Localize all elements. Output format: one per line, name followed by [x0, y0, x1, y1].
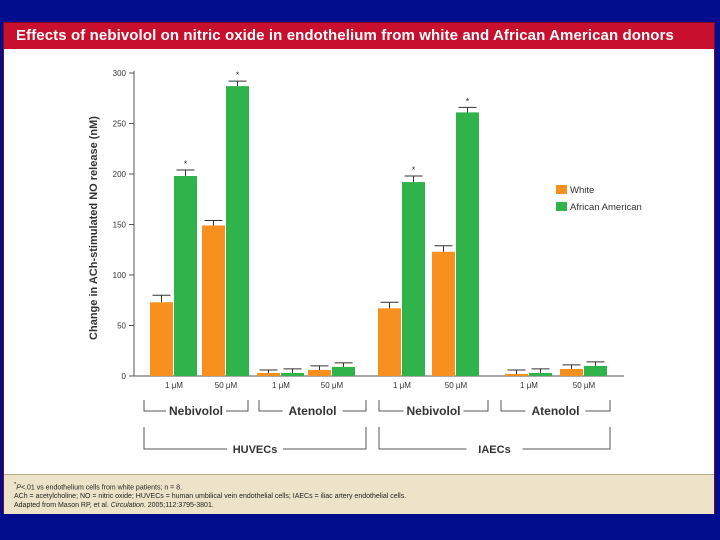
- y-tick-label: 150: [113, 221, 127, 230]
- cell-group-label: IAECs: [478, 444, 510, 456]
- bar-white: [432, 251, 455, 376]
- significance-asterisk: *: [184, 159, 188, 169]
- bar-chart: Change in ACh-stimulated NO release (nM)…: [88, 69, 642, 456]
- drug-group-label: Nebivolol: [406, 404, 460, 418]
- bar-african-american: [584, 365, 607, 376]
- y-tick-label: 50: [117, 322, 126, 331]
- drug-group-label: Nebivolol: [169, 404, 223, 418]
- source-rest: . 2005;112:3795-3801.: [143, 502, 214, 510]
- bar-white: [257, 372, 280, 376]
- footnote-p-text: <.01 vs endothelium cells from white pat…: [20, 484, 183, 492]
- drug-group-label-bg: [525, 403, 586, 417]
- x-tick-label: 1 μM: [165, 381, 183, 390]
- bar-african-american: [281, 372, 304, 376]
- drug-group-label-bg: [166, 403, 226, 417]
- source-journal: Circulation: [110, 502, 144, 510]
- footnote-significance: *P<.01 vs endothelium cells from white p…: [14, 481, 714, 492]
- x-tick-label: 50 μM: [321, 381, 344, 390]
- significance-asterisk: *: [236, 70, 240, 80]
- x-tick-label: 50 μM: [573, 381, 596, 390]
- x-tick-label: 50 μM: [215, 381, 238, 390]
- significance-asterisk: *: [466, 96, 470, 106]
- legend-swatch-white: [556, 185, 567, 194]
- x-tick-label: 1 μM: [393, 381, 411, 390]
- bar-white: [505, 373, 528, 376]
- cell-group-label-bg: [227, 442, 283, 455]
- y-axis-label: Change in ACh-stimulated NO release (nM): [88, 116, 100, 340]
- bars: * 1 μM * 50 μM 1 μM 50 μM * 1 μM * 50 μM 1 μM 50 μM: [150, 70, 607, 390]
- source-prefix: Adapted from Mason RP, et al.: [14, 502, 109, 510]
- group-labels: Nebivolol Atenolol Nebivolol Atenolol HUVECs…: [143, 400, 611, 456]
- y-tick-label: 200: [113, 170, 127, 179]
- legend-label-african-american: African American: [570, 202, 642, 213]
- bar-white: [150, 302, 173, 376]
- y-tick-label: 300: [113, 69, 127, 78]
- bar-white: [202, 225, 225, 376]
- footnote-source: Adapted from Mason RP, et al. Circulatio…: [14, 501, 714, 510]
- bar-african-american: [529, 372, 552, 376]
- bar-white: [308, 369, 331, 376]
- y-tick-label: 100: [113, 271, 127, 280]
- bar-white: [560, 368, 583, 376]
- legend-swatch-african-american: [556, 202, 567, 211]
- significance-asterisk: *: [412, 165, 416, 175]
- drug-group-label: Atenolol: [532, 404, 580, 418]
- footnote-box: *P<.01 vs endothelium cells from white p…: [4, 474, 714, 514]
- bar-african-american: [332, 366, 355, 376]
- x-tick-label: 1 μM: [520, 381, 538, 390]
- legend: White African American: [556, 185, 642, 213]
- y-tick-label: 250: [113, 120, 127, 129]
- drug-group-label: Atenolol: [289, 404, 337, 418]
- x-tick-label: 50 μM: [445, 381, 468, 390]
- drug-group-label-bg: [282, 403, 343, 417]
- y-tick-label: 0: [122, 372, 127, 381]
- bar-white: [378, 308, 401, 376]
- bar-african-american: [226, 86, 249, 376]
- footnote-abbreviations: ACh = acetylcholine; NO = nitric oxide; …: [14, 493, 407, 501]
- x-tick-label: 1 μM: [272, 381, 290, 390]
- footnote-p: P: [16, 484, 21, 492]
- legend-label-white: White: [570, 185, 594, 196]
- cell-group-label-bg: [466, 442, 523, 455]
- slide-panel: Effects of nebivolol on nitric oxide in …: [3, 22, 715, 514]
- title-bar: Effects of nebivolol on nitric oxide in …: [4, 23, 714, 49]
- cell-group-label: HUVECs: [233, 444, 278, 456]
- bar-african-american: [402, 182, 425, 376]
- bar-african-american: [456, 112, 479, 376]
- bar-african-american: [174, 176, 197, 376]
- footnote-asterisk: *: [14, 482, 17, 488]
- slide-title: Effects of nebivolol on nitric oxide in …: [16, 27, 674, 44]
- drug-group-label-bg: [403, 403, 464, 417]
